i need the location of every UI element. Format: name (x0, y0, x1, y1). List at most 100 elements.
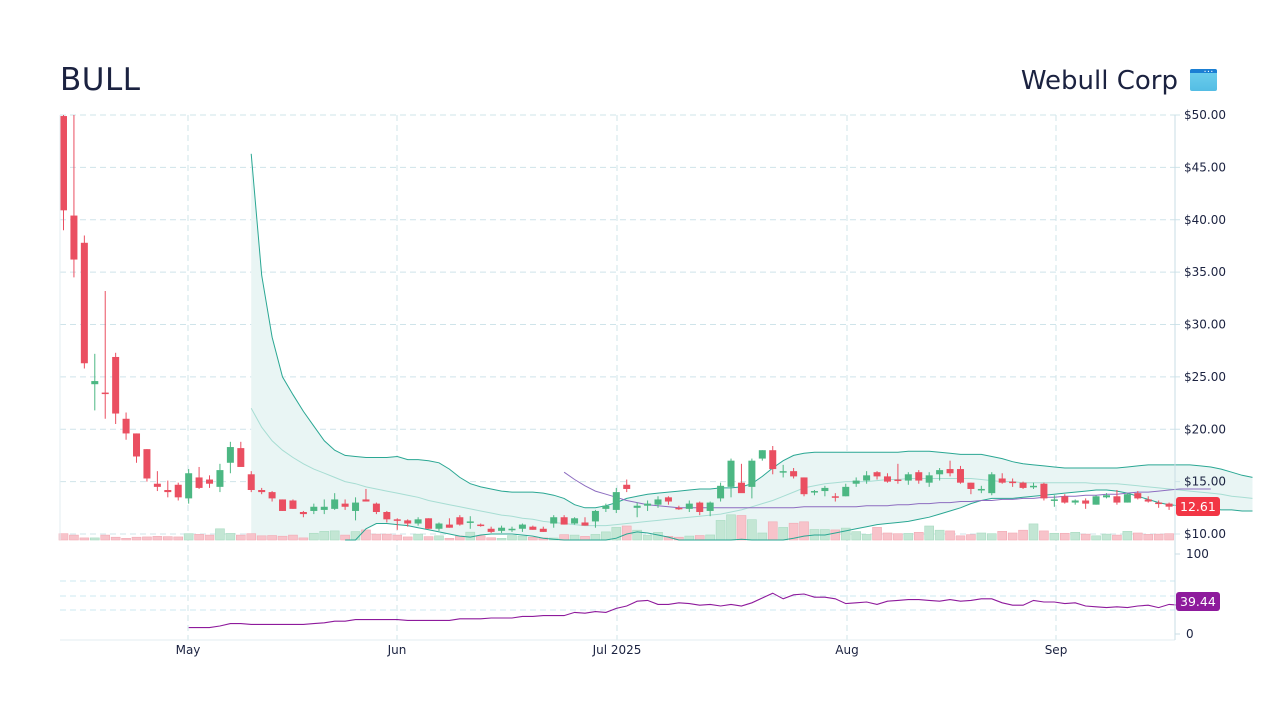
bollinger-lower-line (345, 489, 1253, 541)
candle-down (873, 472, 881, 477)
volume-bar (955, 535, 966, 541)
candle-down (393, 519, 401, 521)
candle-down (60, 116, 67, 211)
volume-bar (89, 537, 100, 541)
volume-bar (882, 532, 893, 541)
volume-bar (1018, 529, 1028, 541)
volume-bar (486, 537, 496, 541)
volume-bar (100, 534, 111, 541)
candle-up (779, 471, 787, 473)
candle-down (883, 476, 891, 482)
candle-down (80, 242, 88, 364)
candle-up (904, 474, 912, 481)
candle-up (612, 492, 620, 510)
volume-bar (517, 535, 528, 541)
volume-bar (163, 536, 173, 541)
bollinger-middle-line (250, 408, 1253, 527)
volume-bar (788, 522, 799, 541)
volume-bar (215, 528, 225, 541)
candle-up (550, 517, 558, 524)
candle-up (717, 485, 725, 499)
volume-bar (496, 538, 507, 541)
candle-up (352, 502, 360, 511)
candle-down (404, 520, 412, 524)
volume-bar (851, 531, 861, 541)
volume-bar (142, 536, 152, 541)
volume-bar (204, 534, 215, 541)
volume-bar (298, 537, 309, 541)
volume-bar (173, 536, 184, 541)
price-axis-label: $25.00 (1184, 370, 1226, 384)
candle-down (279, 499, 287, 511)
volume-bar (913, 531, 924, 541)
volume-bar (736, 515, 747, 541)
volume-bar (1080, 533, 1091, 541)
candle-up (727, 460, 735, 487)
candle-down (696, 502, 704, 513)
candle-down (237, 448, 245, 467)
price-axis-label: $35.00 (1184, 265, 1226, 279)
volume-bar (528, 536, 538, 541)
price-axis-label: $30.00 (1184, 318, 1226, 332)
volume-bar (402, 536, 413, 541)
candle-up (602, 505, 610, 509)
candle-down (539, 528, 547, 532)
volume-bar (434, 535, 444, 541)
volume-bar (778, 527, 788, 541)
price-axis-label: $15.00 (1184, 475, 1226, 489)
volume-bar (559, 534, 569, 541)
candle-up (654, 499, 662, 505)
candle-down (101, 392, 109, 395)
volume-bar (840, 527, 851, 541)
volume-bar (288, 534, 298, 541)
volume-bar (1122, 531, 1133, 541)
candle-up (591, 510, 599, 522)
volume-bar (694, 535, 705, 541)
rsi-panel: 100 0 (60, 547, 1211, 641)
volume-bar (684, 535, 695, 541)
rsi-line (188, 592, 1211, 629)
candle-up (226, 447, 234, 463)
volume-bar (309, 532, 319, 541)
candle-down (1144, 499, 1152, 502)
volume-bar (329, 530, 340, 541)
candle-down (998, 478, 1006, 483)
candle-down (383, 512, 391, 520)
volume-bar (444, 538, 455, 541)
candle-down (967, 482, 975, 489)
candle-down (372, 503, 380, 513)
candle-down (487, 528, 495, 532)
volume-bar (1039, 530, 1049, 541)
price-axis-label: $50.00 (1184, 108, 1226, 122)
candle-up (1071, 500, 1079, 503)
bollinger-band-fill (251, 153, 1253, 541)
date-axis-label: Sep (1045, 643, 1068, 657)
candle-up (810, 491, 818, 493)
volume-bar (246, 533, 257, 541)
date-axis-label: Jul 2025 (592, 643, 642, 657)
candle-down (268, 492, 276, 499)
volume-bar (371, 533, 382, 541)
candle-up (821, 487, 829, 492)
candle-down (1009, 481, 1017, 484)
volume-bar (830, 529, 841, 541)
candle-up (842, 486, 850, 497)
volume-bar (1112, 534, 1122, 541)
candle-up (977, 488, 985, 491)
volume-bar (580, 536, 590, 541)
candle-down (112, 356, 120, 414)
volume-bar (705, 534, 715, 541)
volume-bar (256, 535, 267, 541)
volume-bar (715, 520, 726, 541)
candle-down (790, 471, 798, 477)
candle-down (456, 517, 464, 525)
candle-down (1061, 496, 1069, 503)
volume-bar (110, 536, 121, 541)
volume-bar (236, 534, 246, 541)
candle-up (498, 527, 506, 531)
candle-up (748, 460, 756, 487)
volume-bar (1164, 533, 1174, 541)
candle-up (435, 523, 443, 529)
candle-up (310, 506, 318, 511)
